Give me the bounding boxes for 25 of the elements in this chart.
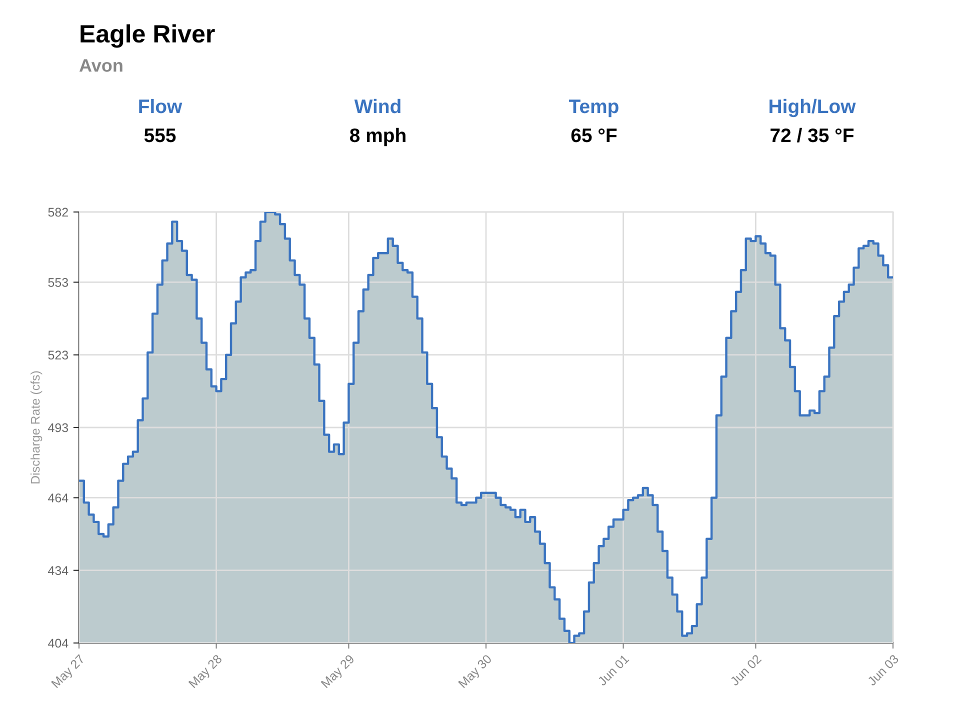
text: 555 [144,128,176,142]
y-tick-label: 493 [48,423,68,432]
text: 8 mph [350,128,406,146]
x-tick-label: May 30 [458,654,494,690]
x-tick-label: Jun 01 [597,654,630,686]
y-tick-label: 553 [48,278,68,287]
x-tick-label: Jun 02 [730,654,762,686]
text: 65 °F [571,128,617,142]
y-tick-label: 523 [48,350,68,360]
text: Wind [354,98,400,114]
text: 72 / 35 °F [770,128,854,142]
y-tick-label: 464 [48,494,68,502]
y-tick-label: 434 [48,566,68,576]
x-tick-label: May 28 [188,654,224,690]
x-tick-label: Jun 03 [866,654,900,686]
x-tick-label: May 27 [50,654,87,690]
text: Temp [569,100,618,118]
text: High/Low [770,98,856,118]
y-tick-label: 582 [48,208,68,217]
y-tick-label: 404 [48,638,68,648]
chart-subtitle: Avon [79,59,122,72]
chart-title: Eagle River [80,24,215,48]
x-tick-label: May 29 [320,654,357,690]
text: Flow [139,98,182,114]
y-axis-title: Discharge Rate (cfs) [30,371,42,484]
